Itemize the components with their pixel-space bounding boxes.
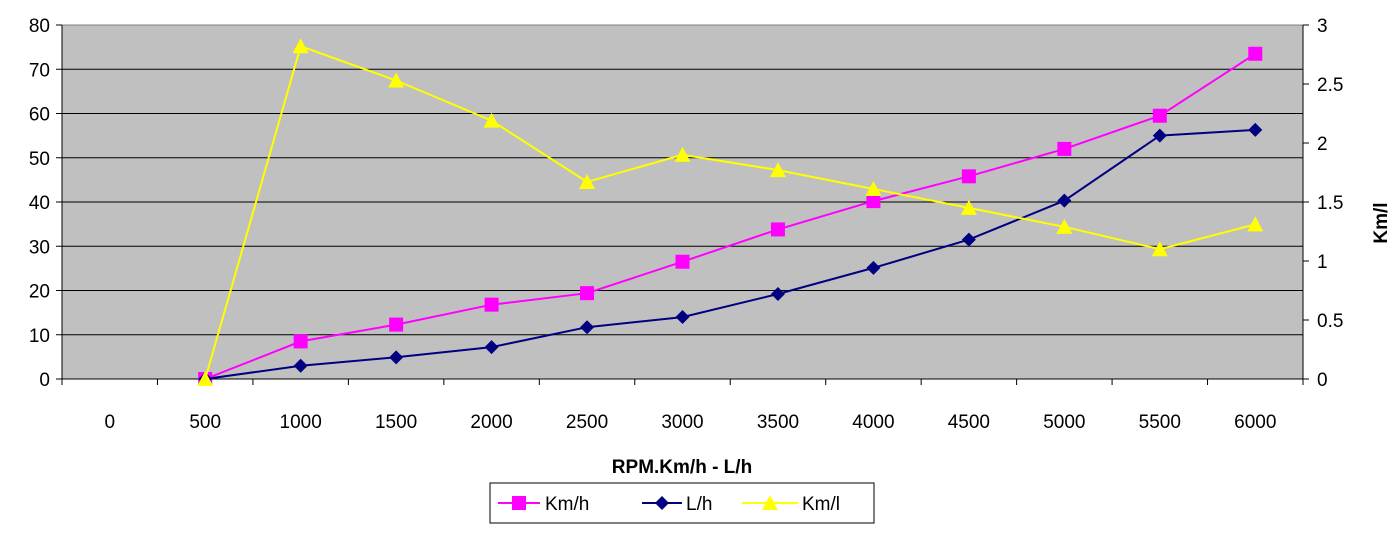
right-axis-tick-label: 1: [1317, 252, 1328, 273]
legend-label-km-h: Km/h: [545, 494, 589, 515]
diamond-marker: [293, 358, 308, 373]
right-axis-tick-label: 3: [1317, 16, 1328, 37]
series-line-km-l: [204, 44, 1256, 380]
right-axis-tick-label: 2.5: [1317, 75, 1343, 96]
legend: Km/h L/h Km/l: [489, 482, 875, 524]
triangle-marker: [1151, 241, 1168, 257]
right-axis-tick-label: 0: [1317, 370, 1328, 391]
square-marker: [961, 169, 976, 184]
diamond-marker: [389, 350, 404, 365]
series-km-l: [197, 38, 1264, 386]
x-axis-tick-label: 4500: [948, 412, 990, 433]
square-marker: [675, 254, 690, 269]
x-axis-tick-label: 5500: [1139, 412, 1181, 433]
x-axis-tick-label: 0: [104, 412, 115, 433]
triangle-marker: [865, 181, 882, 197]
legend-square-marker: [512, 496, 526, 510]
diamond-marker: [675, 310, 690, 325]
square-marker: [580, 286, 595, 301]
square-marker: [1152, 108, 1167, 123]
triangle-marker: [769, 162, 786, 178]
triangle-marker: [197, 371, 214, 386]
left-axis-tick-label: 80: [29, 16, 50, 37]
x-axis-tick-label: 1500: [375, 412, 417, 433]
triangle-marker: [483, 112, 500, 128]
triangle-marker: [1247, 216, 1264, 232]
diamond-marker: [1152, 128, 1167, 143]
triangle-marker: [579, 173, 596, 189]
triangle-marker: [1056, 218, 1073, 234]
left-axis-tick-label: 40: [29, 193, 50, 214]
series-l-h: [198, 122, 1263, 386]
legend-item-l-h: L/h: [642, 494, 712, 515]
square-marker: [293, 334, 308, 349]
right-axis-title: Km/l: [1371, 202, 1392, 243]
diamond-marker: [866, 260, 881, 275]
legend-item-km-l: Km/l: [742, 494, 840, 515]
triangle-marker: [292, 38, 309, 54]
right-axis-tick-label: 0.5: [1317, 311, 1343, 332]
x-axis-tick-label: 500: [189, 412, 221, 433]
square-marker: [866, 194, 881, 209]
square-marker: [1248, 46, 1263, 61]
x-axis-title: RPM.Km/h - L/h: [612, 457, 752, 478]
x-axis-tick-label: 5000: [1043, 412, 1085, 433]
x-axis-tick-label: 2500: [566, 412, 608, 433]
legend-item-km-h: Km/h: [498, 494, 589, 515]
x-axis-tick-label: 1000: [280, 412, 322, 433]
diamond-marker: [580, 320, 595, 335]
series-line-km-h: [204, 52, 1256, 380]
x-axis-tick-label: 3000: [661, 412, 703, 433]
triangle-marker: [388, 72, 405, 88]
right-axis-tick-label: 1.5: [1317, 193, 1343, 214]
left-axis-tick-label: 60: [29, 105, 50, 126]
x-axis-tick-label: 2000: [470, 412, 512, 433]
diamond-marker: [1248, 122, 1263, 137]
left-axis-tick-label: 50: [29, 149, 50, 170]
legend-label-km-l: Km/l: [802, 494, 840, 515]
right-axis-tick-label: 2: [1317, 134, 1328, 155]
diamond-marker: [484, 340, 499, 355]
square-marker: [770, 222, 785, 237]
square-marker: [484, 297, 499, 312]
x-axis-tick-label: 6000: [1234, 412, 1276, 433]
legend-diamond-marker: [655, 496, 669, 510]
left-axis-tick-label: 10: [29, 326, 50, 347]
x-axis-tick-label: 3500: [757, 412, 799, 433]
square-marker: [1057, 141, 1072, 156]
series-layer: [197, 38, 1264, 386]
left-axis-tick-label: 0: [39, 370, 50, 391]
square-marker: [389, 317, 404, 332]
diamond-marker: [961, 232, 976, 247]
series-line-l-h: [205, 128, 1256, 380]
series-km-h: [198, 46, 1263, 386]
x-axis-tick-label: 4000: [852, 412, 894, 433]
left-axis-tick-label: 70: [29, 60, 50, 81]
triangle-marker: [960, 199, 977, 215]
left-axis-tick-label: 20: [29, 282, 50, 303]
diamond-marker: [1057, 193, 1072, 208]
legend-triangle-marker: [762, 495, 778, 510]
legend-label-l-h: L/h: [686, 494, 712, 515]
diamond-marker: [770, 287, 785, 302]
left-axis-tick-label: 30: [29, 237, 50, 258]
triangle-marker: [674, 146, 691, 162]
